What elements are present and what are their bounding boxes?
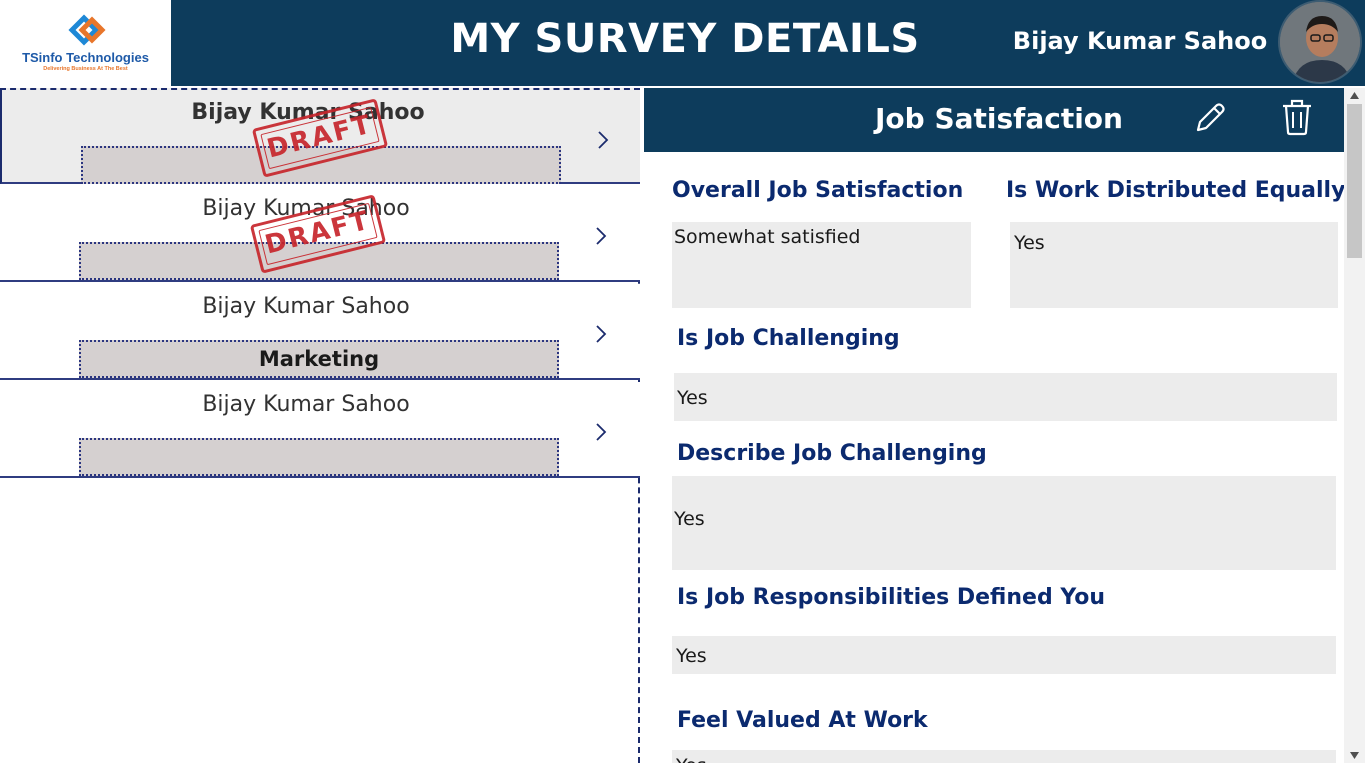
page-title: MY SURVEY DETAILS <box>450 16 920 62</box>
item-name: Bijay Kumar Sahoo <box>202 294 410 319</box>
item-department: Marketing <box>79 340 559 378</box>
responsibilities-label: Is Job Responsibilities Defined You <box>677 585 1106 610</box>
responsibilities-value: Yes <box>672 636 1336 674</box>
chevron-right-icon[interactable] <box>592 322 610 346</box>
company-logo: TSinfo Technologies Delivering Business … <box>0 0 171 86</box>
gallery-item[interactable]: Bijay Kumar Sahoo <box>0 382 640 478</box>
feel-valued-label: Feel Valued At Work <box>677 708 928 733</box>
overall-satisfaction-label: Overall Job Satisfaction <box>672 178 964 203</box>
overall-satisfaction-value: Somewhat satisfied <box>672 222 971 308</box>
job-challenging-label: Is Job Challenging <box>677 326 900 351</box>
detail-panel: Job Satisfaction Overall Job Satisfactio… <box>644 88 1344 763</box>
survey-gallery[interactable]: Bijay Kumar Sahoo DRAFT Bijay Kumar Saho… <box>0 88 640 763</box>
chevron-right-icon[interactable] <box>594 128 612 152</box>
logo-diamond-icon <box>68 14 106 46</box>
gallery-item[interactable]: Bijay Kumar Sahoo DRAFT <box>0 88 640 184</box>
work-distributed-label: Is Work Distributed Equally <box>1006 178 1344 203</box>
scroll-thumb[interactable] <box>1347 104 1362 258</box>
describe-challenging-label: Describe Job Challenging <box>677 441 987 466</box>
user-photo-icon <box>1280 2 1360 82</box>
item-name: Bijay Kumar Sahoo <box>202 392 410 417</box>
detail-header: Job Satisfaction <box>644 88 1344 152</box>
user-name: Bijay Kumar Sahoo <box>1012 27 1268 55</box>
gallery-item[interactable]: Bijay Kumar Sahoo DRAFT <box>0 186 640 282</box>
logo-tagline: Delivering Business At The Best <box>43 66 128 72</box>
avatar <box>1278 0 1362 84</box>
scroll-down-arrow-icon[interactable] <box>1344 747 1365 763</box>
gallery-item[interactable]: Bijay Kumar Sahoo Marketing <box>0 284 640 380</box>
describe-challenging-value: Yes <box>672 476 1336 570</box>
chevron-right-icon[interactable] <box>592 420 610 444</box>
logo-name: TSinfo Technologies <box>22 50 149 65</box>
vertical-scrollbar[interactable] <box>1344 88 1365 763</box>
trash-icon[interactable] <box>1280 98 1314 136</box>
work-distributed-value: Yes <box>1010 222 1338 308</box>
scroll-up-arrow-icon[interactable] <box>1344 88 1365 104</box>
feel-valued-value: Yes <box>672 750 1336 763</box>
pencil-icon[interactable] <box>1192 100 1228 136</box>
item-department <box>79 438 559 476</box>
app-header: TSinfo Technologies Delivering Business … <box>0 0 1365 86</box>
detail-title: Job Satisfaction <box>875 102 1123 135</box>
job-challenging-value: Yes <box>674 373 1337 421</box>
chevron-right-icon[interactable] <box>592 224 610 248</box>
